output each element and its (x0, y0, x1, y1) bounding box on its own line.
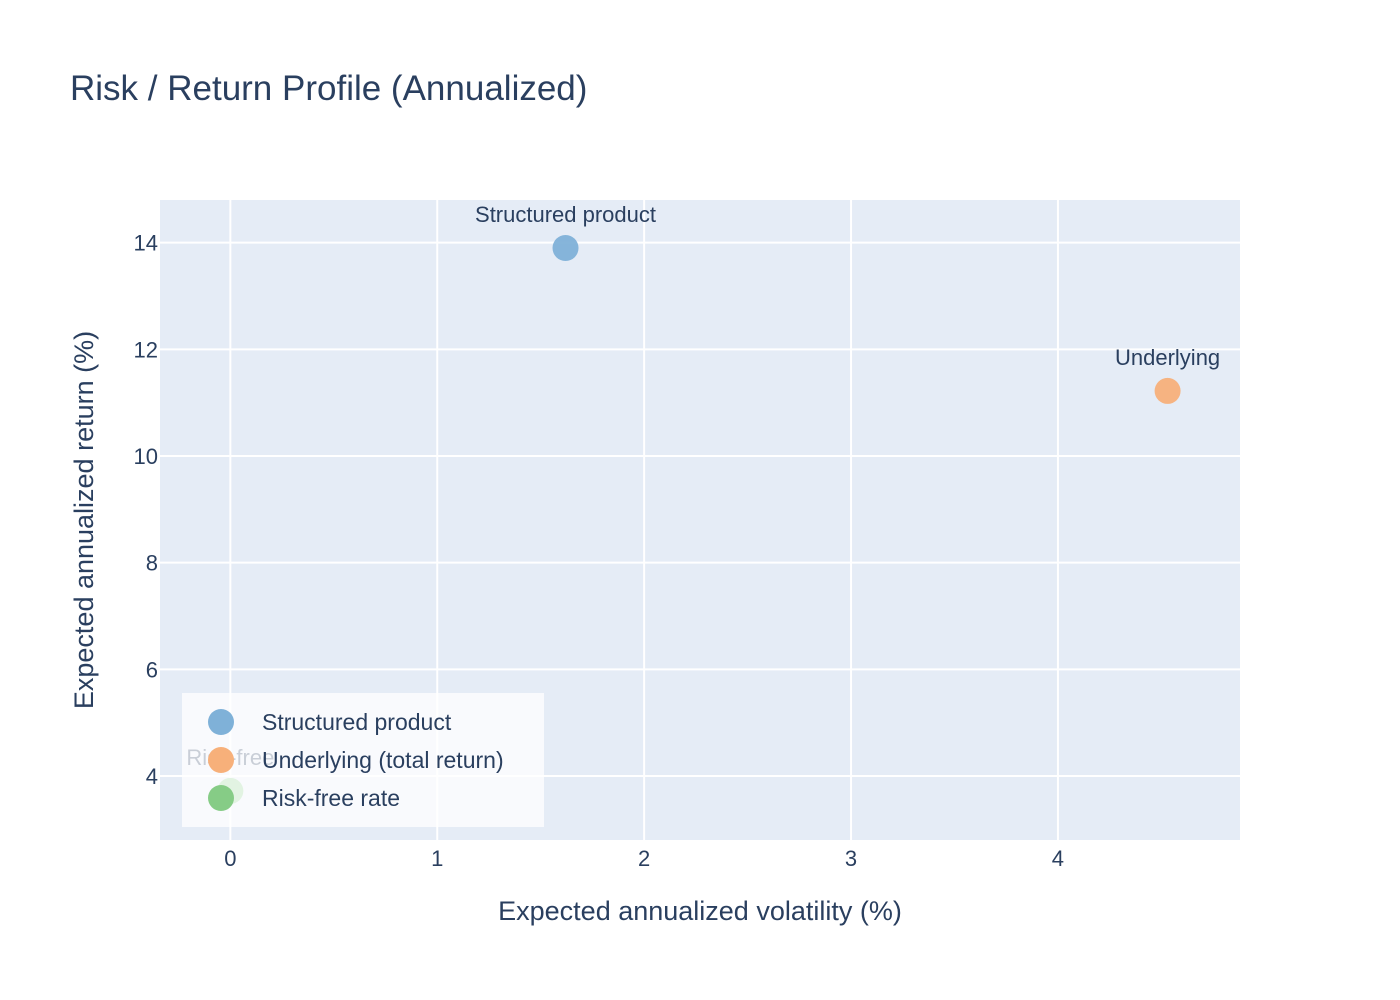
legend-label: Structured product (262, 709, 452, 735)
y-tick-label: 14 (134, 231, 158, 256)
y-tick-label: 12 (134, 337, 158, 362)
legend-item[interactable]: Risk-free rate (208, 785, 400, 811)
x-tick-label: 3 (845, 846, 857, 871)
x-tick-label: 2 (638, 846, 650, 871)
scatter-point[interactable] (1154, 377, 1181, 404)
legend-label: Underlying (total return) (262, 747, 504, 773)
point-label: Structured product (475, 202, 656, 227)
chart-title: Risk / Return Profile (Annualized) (70, 69, 587, 108)
legend-label: Risk-free rate (262, 785, 400, 811)
y-tick-label: 10 (134, 444, 158, 469)
legend[interactable]: Structured product Underlying (total retu… (182, 693, 544, 827)
grid-lines (160, 200, 1240, 840)
point-label: Underlying (1115, 345, 1220, 370)
x-tick-label: 1 (431, 846, 443, 871)
legend-marker (208, 785, 234, 811)
legend-marker (208, 709, 234, 735)
x-tick-label: 0 (224, 846, 236, 871)
legend-item[interactable]: Structured product (208, 709, 452, 735)
y-axis-label: Expected annualized return (%) (69, 331, 99, 709)
y-tick-label: 4 (146, 764, 158, 789)
y-tick-label: 6 (146, 657, 158, 682)
legend-box (182, 693, 544, 827)
scatter-point[interactable] (552, 235, 579, 261)
x-axis-label: Expected annualized volatility (%) (498, 896, 902, 926)
legend-item[interactable]: Underlying (total return) (208, 747, 504, 773)
x-tick-label: 4 (1052, 846, 1064, 871)
legend-marker (208, 747, 234, 773)
y-tick-label: 8 (146, 551, 158, 576)
